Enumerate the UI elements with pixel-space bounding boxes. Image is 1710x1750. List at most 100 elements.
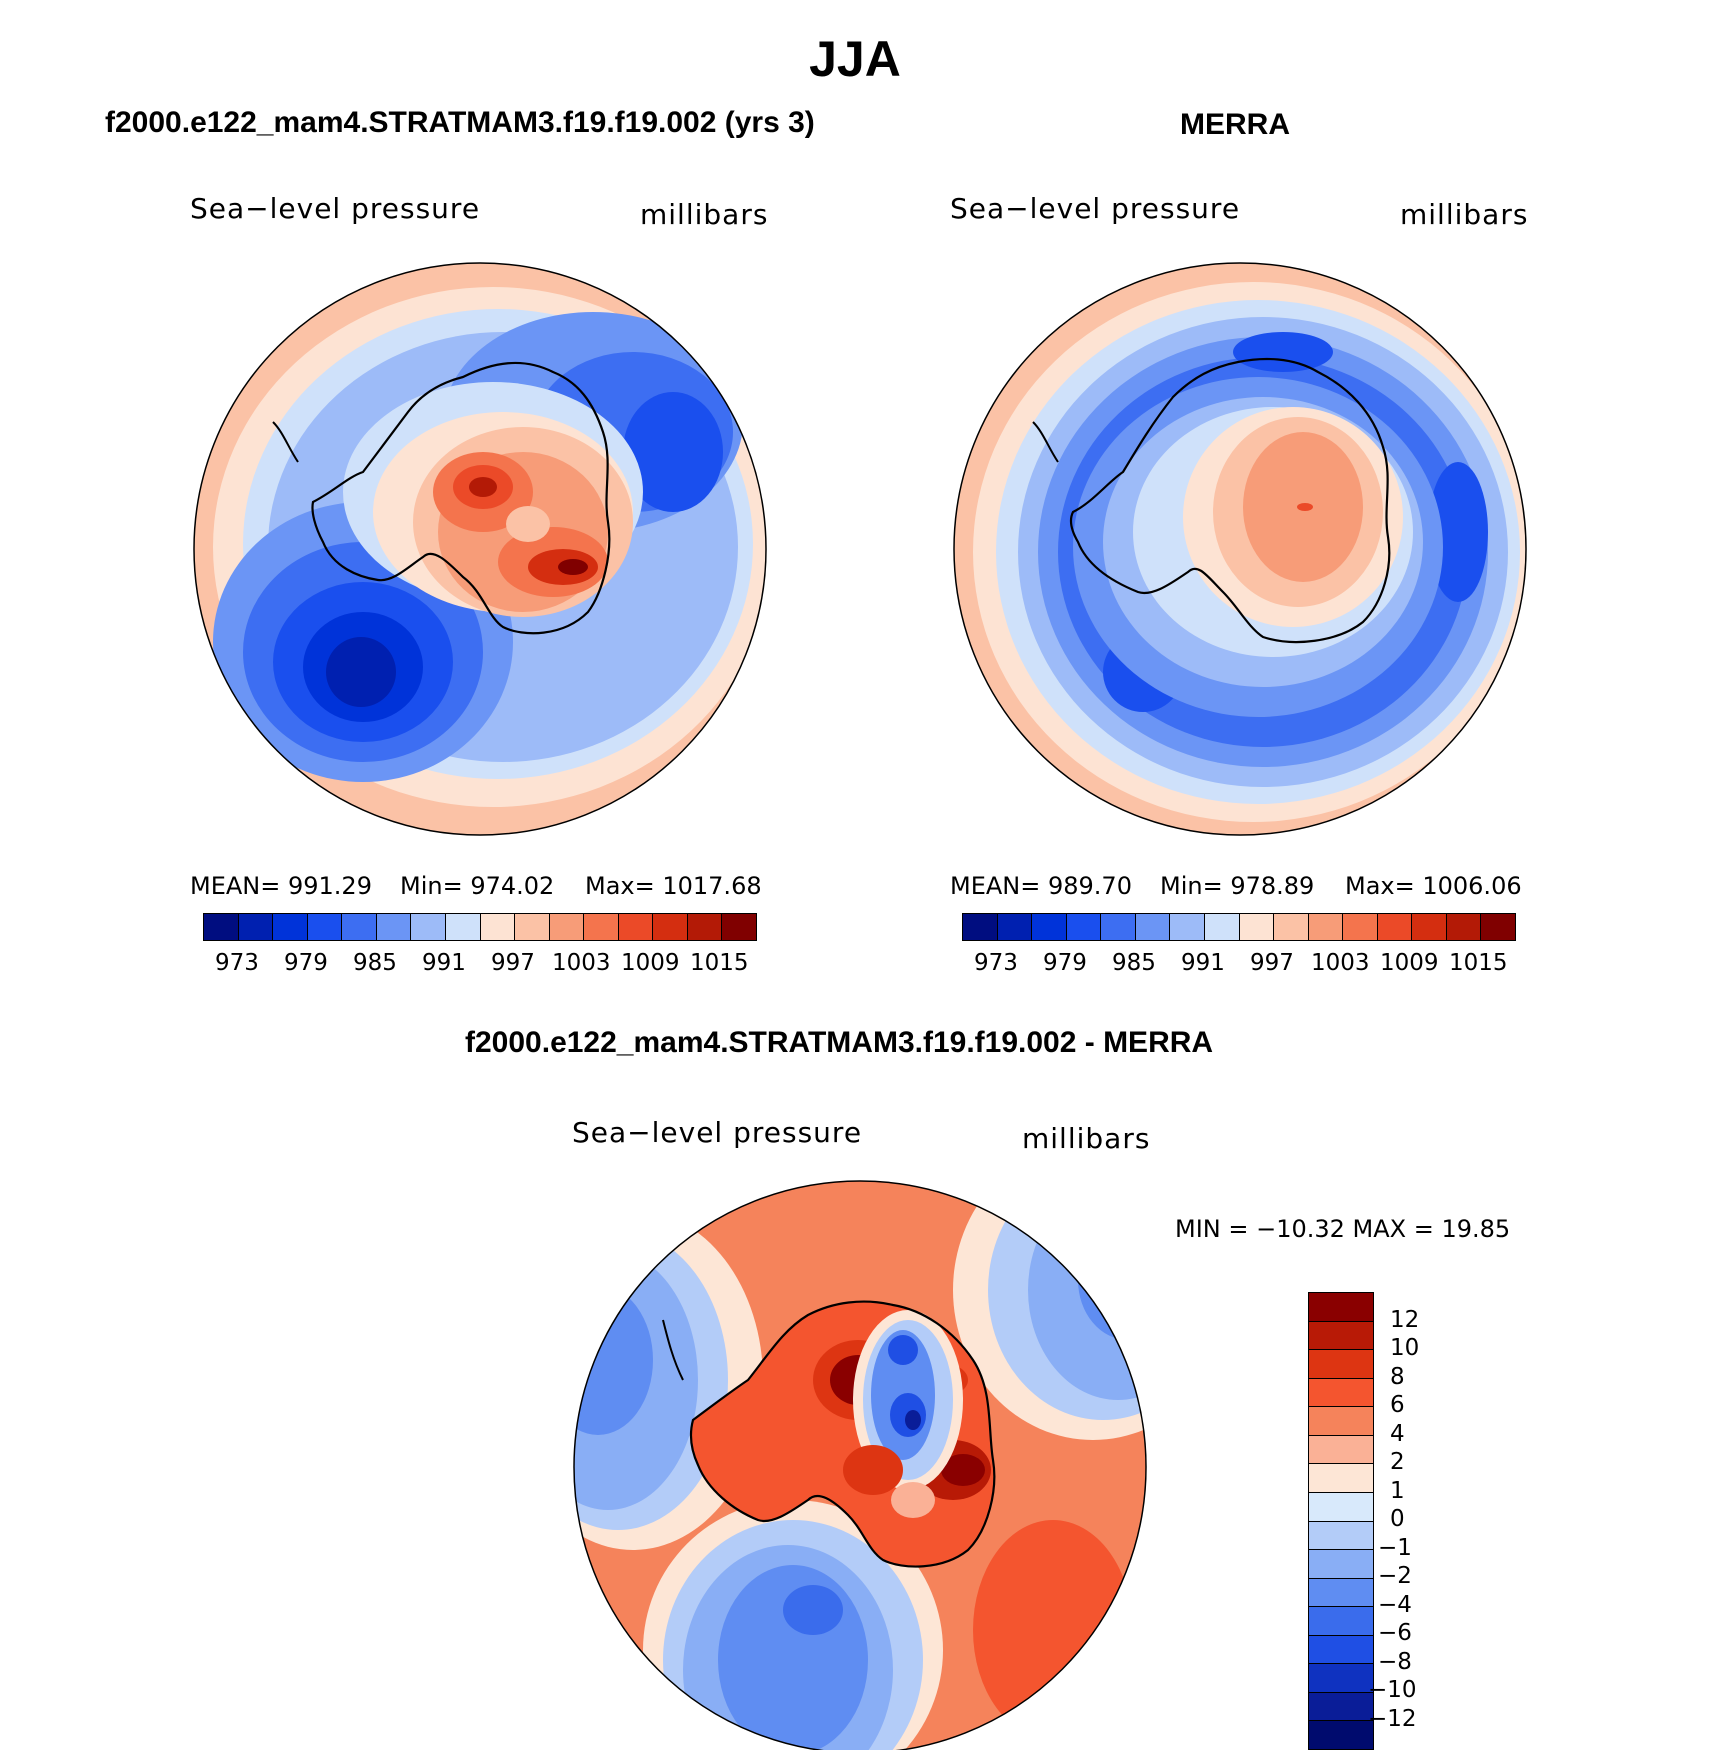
panel-1-colorbar-swatch (445, 914, 481, 940)
panel-1-title: f2000.e122_mam4.STRATMAM3.f19.f19.002 (y… (105, 106, 815, 139)
panel-2-tick: 997 (1250, 950, 1294, 976)
panel-2-colorbar-swatch (1481, 914, 1515, 940)
panel-2-min: Min= 978.89 (1160, 872, 1315, 900)
panel-3-colorbar-swatch (1309, 1464, 1373, 1493)
panel-2-tick: 1003 (1311, 950, 1370, 976)
panel-1-tick: 997 (491, 950, 535, 976)
panel-1-colorbar-swatch (204, 914, 239, 940)
panel-1-colorbar-swatch (342, 914, 377, 940)
panel-2-colorbar-swatch (1274, 914, 1309, 940)
panel-2-tick: 1015 (1449, 950, 1508, 976)
panel-3-colorbar-swatch (1309, 1350, 1373, 1379)
panel-1-colorbar-swatch (653, 914, 688, 940)
panel-1-colorbar-swatch (584, 914, 619, 940)
panel-3-tick: 6 (1390, 1392, 1405, 1418)
panel-1-units-label: millibars (640, 198, 769, 231)
panel-1-colorbar (203, 913, 757, 941)
panel-2-tick: 973 (974, 950, 1018, 976)
panel-1-tick: 979 (284, 950, 328, 976)
panel-1-tick: 1009 (621, 950, 680, 976)
panel-1-colorbar-swatch (238, 914, 274, 940)
panel-3-tick: −12 (1368, 1706, 1417, 1732)
panel-2-polar-map (953, 262, 1527, 836)
panel-1-colorbar-swatch (273, 914, 308, 940)
panel-2-max: Max= 1006.06 (1345, 872, 1522, 900)
panel-3-tick: −2 (1378, 1563, 1412, 1589)
panel-3-colorbar-swatch (1309, 1578, 1373, 1608)
panel-1-tick: 1015 (690, 950, 749, 976)
panel-3-colorbar-swatch (1309, 1635, 1373, 1665)
panel-1-colorbar-swatch (480, 914, 516, 940)
panel-1-colorbar-swatch (722, 914, 756, 940)
panel-2-field-label: Sea−level pressure (950, 192, 1241, 225)
panel-3-colorbar-swatch (1309, 1607, 1373, 1636)
panel-3-tick: −8 (1378, 1649, 1412, 1675)
panel-3-tick: −4 (1378, 1592, 1412, 1618)
panel-3-colorbar-swatch (1309, 1321, 1373, 1351)
panel-2-colorbar-swatch (1101, 914, 1136, 940)
panel-3-polar-map (573, 1180, 1147, 1750)
panel-2-colorbar-swatch (1032, 914, 1067, 940)
panel-2-colorbar-swatch (1343, 914, 1378, 940)
panel-3-tick: 12 (1390, 1307, 1420, 1333)
panel-1-tick: 973 (215, 950, 259, 976)
panel-2-colorbar-swatch (1135, 914, 1171, 940)
panel-3-colorbar-swatch (1309, 1378, 1373, 1408)
panel-3-tick: −10 (1368, 1677, 1417, 1703)
panel-3-tick: −6 (1378, 1620, 1412, 1646)
panel-2-tick: 985 (1112, 950, 1156, 976)
main-title: JJA (809, 31, 901, 87)
panel-2-tick: 1009 (1380, 950, 1439, 976)
panel-2-title: MERRA (1180, 108, 1290, 141)
panel-2-colorbar-swatch (1446, 914, 1482, 940)
panel-1-colorbar-swatch (376, 914, 412, 940)
panel-1-colorbar-swatch (307, 914, 343, 940)
panel-1-field-label: Sea−level pressure (190, 192, 481, 225)
panel-2-units-label: millibars (1400, 198, 1529, 231)
panel-2-colorbar-swatch (1066, 914, 1102, 940)
panel-2-colorbar-swatch (997, 914, 1033, 940)
panel-3-field-label: Sea−level pressure (572, 1116, 863, 1149)
panel-3-tick: 8 (1390, 1364, 1405, 1390)
panel-2-colorbar-swatch (963, 914, 998, 940)
panel-2-colorbar-swatch (1412, 914, 1447, 940)
panel-1-mean: MEAN= 991.29 (190, 872, 372, 900)
panel-1-max: Max= 1017.68 (585, 872, 762, 900)
panel-3-tick: 1 (1390, 1478, 1405, 1504)
panel-3-tick: 4 (1390, 1421, 1405, 1447)
panel-1-tick: 1003 (552, 950, 611, 976)
panel-1-tick: 991 (422, 950, 466, 976)
panel-3-colorbar-swatch (1309, 1692, 1373, 1722)
panel-1-colorbar-swatch (549, 914, 585, 940)
panel-3-colorbar-swatch (1309, 1435, 1373, 1465)
panel-3-tick: 2 (1390, 1449, 1405, 1475)
panel-3-colorbar-swatch (1309, 1293, 1373, 1322)
panel-3-tick: 0 (1390, 1506, 1405, 1532)
panel-2-tick: 979 (1043, 950, 1087, 976)
panel-2-colorbar-swatch (1377, 914, 1413, 940)
panel-3-colorbar-swatch (1309, 1407, 1373, 1436)
panel-2-colorbar-swatch (1170, 914, 1205, 940)
panel-3-tick: 10 (1390, 1335, 1420, 1361)
panel-1-colorbar-swatch (618, 914, 654, 940)
panel-3-colorbar (1308, 1292, 1374, 1750)
panel-1-min: Min= 974.02 (400, 872, 555, 900)
panel-3-units-label: millibars (1022, 1122, 1151, 1155)
panel-1-polar-map (193, 262, 767, 836)
panel-2-colorbar-swatch (1239, 914, 1275, 940)
panel-1-tick: 985 (353, 950, 397, 976)
panel-1-colorbar-swatch (687, 914, 723, 940)
panel-2-colorbar-swatch (1204, 914, 1240, 940)
panel-3-colorbar-swatch (1309, 1664, 1373, 1693)
panel-3-colorbar-swatch (1309, 1721, 1373, 1749)
panel-1-colorbar-swatch (411, 914, 446, 940)
panel-3-tick: −1 (1378, 1535, 1412, 1561)
panel-3-title: f2000.e122_mam4.STRATMAM3.f19.f19.002 - … (465, 1026, 1214, 1059)
panel-3-colorbar-swatch (1309, 1492, 1373, 1522)
panel-3-colorbar-swatch (1309, 1550, 1373, 1579)
panel-2-colorbar (962, 913, 1516, 941)
panel-3-minmax: MIN = −10.32 MAX = 19.85 (1175, 1215, 1511, 1243)
panel-2-tick: 991 (1181, 950, 1225, 976)
panel-1-colorbar-swatch (515, 914, 550, 940)
panel-2-colorbar-swatch (1308, 914, 1344, 940)
